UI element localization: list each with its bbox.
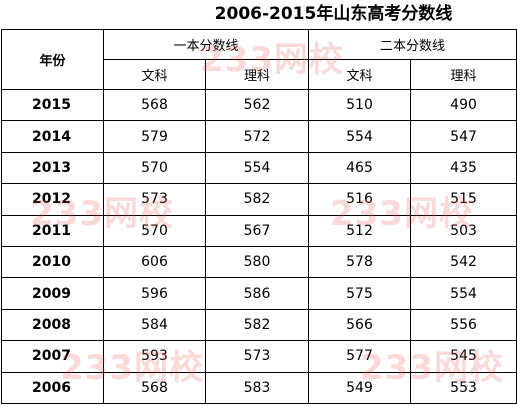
table-row: 2011 570 567 512 503 xyxy=(1,214,517,247)
table-row: 2007 593 573 577 545 xyxy=(1,340,517,373)
score-cell: 572 xyxy=(204,120,310,153)
year-cell: 2014 xyxy=(1,120,104,153)
score-cell: 567 xyxy=(204,214,310,247)
score-cell: 562 xyxy=(204,88,310,122)
score-cell: 503 xyxy=(410,214,517,247)
score-cell: 570 xyxy=(103,151,206,185)
year-cell: 2008 xyxy=(1,308,104,342)
sub-header: 理科 xyxy=(410,59,517,90)
score-cell: 554 xyxy=(410,277,517,310)
score-cell: 577 xyxy=(308,340,412,373)
year-cell: 2011 xyxy=(1,214,104,247)
sub-header: 理科 xyxy=(204,59,310,90)
score-cell: 553 xyxy=(410,371,517,404)
sub-header: 文科 xyxy=(308,59,412,90)
sub-header: 文科 xyxy=(103,59,206,90)
year-cell: 2010 xyxy=(1,245,104,279)
score-cell: 575 xyxy=(308,277,412,310)
score-cell: 582 xyxy=(204,308,310,342)
score-cell: 568 xyxy=(103,88,206,122)
group-header: 一本分数线 xyxy=(102,29,310,60)
score-cell: 545 xyxy=(410,340,517,373)
score-cell: 515 xyxy=(410,183,517,216)
table-row: 2009 596 586 575 554 xyxy=(1,277,517,310)
score-cell: 542 xyxy=(410,245,517,279)
table-row: 2010 606 580 578 542 xyxy=(1,245,517,279)
score-cell: 580 xyxy=(204,245,310,279)
year-cell: 2006 xyxy=(1,371,104,404)
table-row: 2008 584 582 566 556 xyxy=(1,308,517,342)
score-cell: 570 xyxy=(103,214,206,247)
table-row: 2006 568 583 549 553 xyxy=(1,371,517,404)
score-table: 年份 一本分数线 二本分数线 文科 理科 文科 理科 2015 568 562 510… xyxy=(1,29,517,404)
score-cell: 573 xyxy=(204,340,310,373)
score-cell: 583 xyxy=(204,371,310,404)
score-cell: 510 xyxy=(308,88,412,122)
score-cell: 554 xyxy=(308,120,412,153)
score-cell: 606 xyxy=(103,245,206,279)
year-cell: 2012 xyxy=(1,183,104,216)
score-cell: 584 xyxy=(103,308,206,342)
score-cell: 578 xyxy=(308,245,412,279)
score-cell: 516 xyxy=(308,183,412,216)
score-cell: 593 xyxy=(103,340,206,373)
year-cell: 2015 xyxy=(1,88,104,122)
year-cell: 2013 xyxy=(1,151,104,185)
score-cell: 586 xyxy=(204,277,310,310)
table-row: 2014 579 572 554 547 xyxy=(1,120,517,153)
score-cell: 490 xyxy=(410,88,517,122)
table-row: 2013 570 554 465 435 xyxy=(1,151,517,185)
year-cell: 2007 xyxy=(1,340,104,373)
score-cell: 547 xyxy=(410,120,517,153)
table-row: 2015 568 562 510 490 xyxy=(1,88,517,122)
score-cell: 556 xyxy=(410,308,517,342)
score-cell: 566 xyxy=(308,308,412,342)
score-cell: 579 xyxy=(103,120,206,153)
score-cell: 465 xyxy=(308,151,412,185)
score-cell: 596 xyxy=(103,277,206,310)
score-cell: 435 xyxy=(410,151,517,185)
year-header: 年份 xyxy=(1,29,104,90)
group-header: 二本分数线 xyxy=(308,29,517,60)
table-row: 2012 573 582 516 515 xyxy=(1,183,517,216)
score-cell: 554 xyxy=(204,151,310,185)
year-cell: 2009 xyxy=(1,277,104,310)
score-cell: 512 xyxy=(308,214,412,247)
score-cell: 582 xyxy=(204,183,310,216)
score-cell: 573 xyxy=(103,183,206,216)
score-cell: 549 xyxy=(308,371,412,404)
score-cell: 568 xyxy=(103,371,206,404)
title: 2006-2015年山东高考分数线 xyxy=(214,4,453,24)
